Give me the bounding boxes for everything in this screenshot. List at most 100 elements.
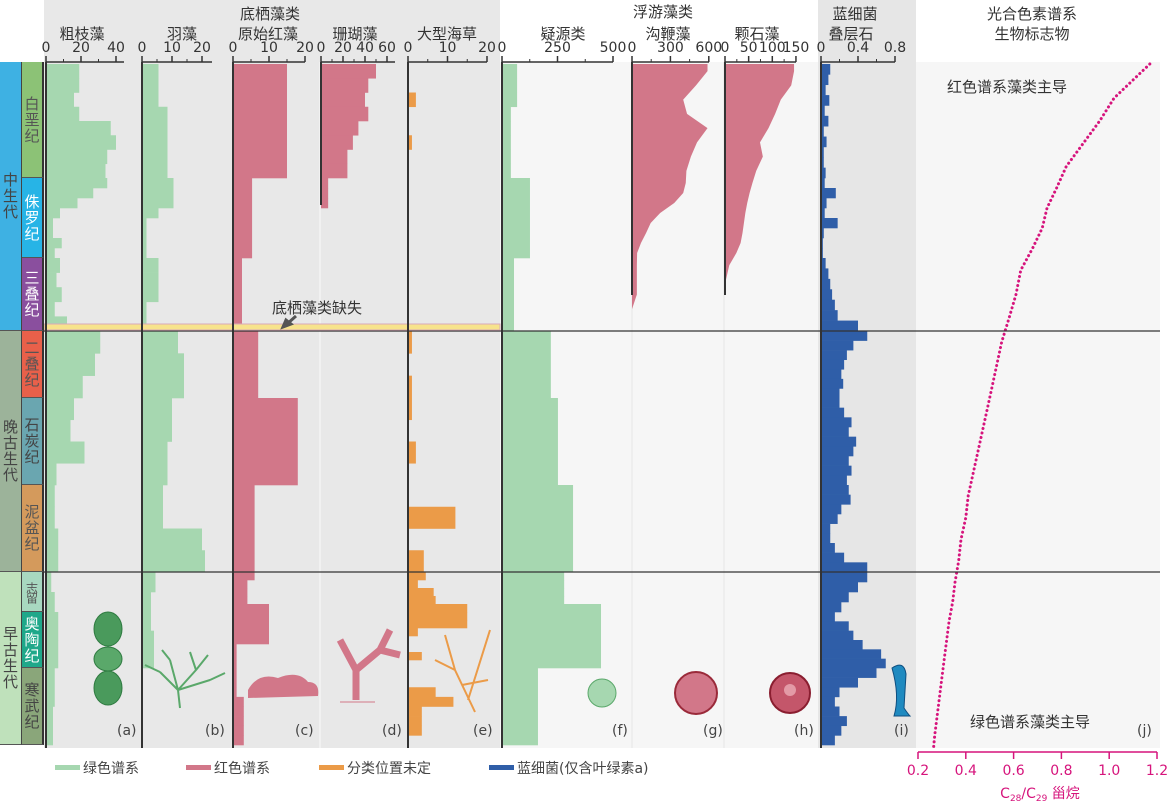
bar-羽藻: [142, 485, 163, 508]
bar-羽藻: [142, 506, 163, 529]
bar-叠层石: [821, 602, 842, 613]
bar-疑源类: [502, 78, 518, 93]
tick-label: 1.0: [1098, 763, 1120, 779]
bar-粗枝藻: [46, 528, 59, 551]
bar-叠层石: [821, 289, 833, 301]
acritarch-illustration-icon: [587, 678, 617, 708]
bar-大型海草: [408, 135, 412, 150]
bar-叠层石: [821, 735, 835, 746]
bar-原始红藻: [233, 668, 237, 678]
bar-大型海草: [408, 628, 418, 637]
tick-label: 50: [740, 40, 758, 56]
axis-title-subscript: 29: [1036, 794, 1048, 804]
tick-label: 0: [721, 40, 730, 56]
bar-粗枝藻: [46, 668, 55, 707]
bar-原始红藻: [233, 580, 248, 589]
legend-label: 红色谱系: [214, 760, 270, 777]
green-dominant-label: 绿色谱系藻类主导: [970, 713, 1090, 731]
bar-原始红藻: [233, 485, 255, 573]
bar-羽藻: [142, 375, 184, 399]
bar-粗枝藻: [46, 106, 80, 122]
bar-叠层石: [821, 157, 824, 168]
biomarker-title-line2: 生物标志物: [994, 25, 1069, 43]
tick-label: 10: [260, 40, 278, 56]
bar-原始红藻: [233, 398, 298, 486]
bar-原始红藻: [233, 596, 248, 605]
bar-疑源类: [502, 572, 565, 581]
panel-label: (j): [1137, 723, 1152, 739]
bar-粗枝藻: [46, 135, 116, 150]
bar-原始红藻: [233, 331, 259, 399]
red-algae-crust-illustration-icon: [248, 674, 319, 698]
bar-原始红藻: [233, 660, 237, 669]
bar-疑源类: [502, 580, 565, 589]
bar-羽藻: [142, 218, 147, 229]
period-8: 寒武纪: [22, 668, 44, 745]
bar-珊瑚藻: [321, 178, 329, 189]
bar-大型海草: [408, 725, 422, 736]
bar-粗枝藻: [46, 506, 55, 529]
bar-叠层石: [821, 188, 836, 199]
panel-title: 颗石藻: [734, 25, 779, 43]
bar-粗枝藻: [46, 228, 53, 239]
tick-label: 20: [193, 40, 211, 56]
bar-羽藻: [142, 272, 159, 288]
bar-叠层石: [821, 533, 831, 544]
benthic-group-title: 底栖藻类: [240, 5, 300, 23]
bar-原始红藻: [233, 636, 269, 645]
bar-粗枝藻: [46, 163, 106, 179]
bar-叠层石: [821, 407, 845, 418]
benthic-gap-label: 底栖藻类缺失: [272, 299, 362, 317]
panel-title: 粗枝藻: [59, 25, 104, 43]
tick-label: 0.2: [907, 763, 929, 779]
bar-羽藻: [142, 121, 168, 136]
bar-羽藻: [142, 106, 168, 122]
panel-title: 疑源类: [540, 25, 585, 43]
bar-粗枝藻: [46, 258, 60, 273]
bar-疑源类: [502, 258, 514, 332]
coralline-algae-illustration-icon: [336, 628, 401, 703]
panel-label: (b): [205, 723, 225, 739]
bar-羽藻: [142, 228, 147, 239]
panel-label: (f): [612, 723, 628, 739]
tick-label: 600: [695, 40, 722, 56]
tick-label: 250: [544, 40, 571, 56]
tick-label: 20: [334, 40, 352, 56]
bar-原始红藻: [233, 677, 237, 688]
tick-label: 1.2: [1146, 763, 1168, 779]
legend-swatch-orange: [319, 765, 344, 770]
bar-羽藻: [142, 198, 174, 209]
panel-label: (d): [382, 723, 402, 739]
bar-羽藻: [142, 528, 202, 551]
period-2: 三叠纪: [22, 258, 44, 331]
bar-叠层石: [821, 340, 854, 351]
bar-珊瑚藻: [321, 92, 365, 108]
bar-原始红藻: [233, 706, 244, 717]
bar-粗枝藻: [46, 287, 62, 303]
area-沟鞭藻: [632, 64, 708, 324]
bar-叠层石: [821, 105, 825, 117]
bar-疑源类: [502, 668, 538, 746]
axis-title-part: 甾烷: [1047, 786, 1079, 802]
bar-羽藻: [142, 78, 159, 93]
era-1: 晚古生代: [0, 331, 22, 572]
bar-叠层石: [821, 668, 877, 678]
bar-珊瑚藻: [321, 163, 348, 179]
bar-粗枝藻: [46, 463, 57, 486]
bar-疑源类: [502, 331, 551, 399]
tick-label: 0.8: [884, 40, 906, 56]
legend-swatch-blue: [489, 765, 514, 770]
biomarker-title-line1: 光合色素谱系: [987, 5, 1077, 23]
chart-marks: [46, 62, 1152, 750]
tick-label: 0: [817, 40, 826, 56]
bar-叠层石: [821, 198, 827, 209]
bar-叠层石: [821, 64, 831, 75]
tick-label: 20: [478, 40, 496, 56]
bar-叠层石: [821, 485, 849, 495]
bar-疑源类: [502, 64, 518, 79]
bar-粗枝藻: [46, 441, 85, 464]
benthic-gap-band: [43, 323, 501, 331]
bar-羽藻: [142, 208, 159, 219]
bar-粗枝藻: [46, 218, 53, 229]
bar-羽藻: [142, 163, 168, 179]
